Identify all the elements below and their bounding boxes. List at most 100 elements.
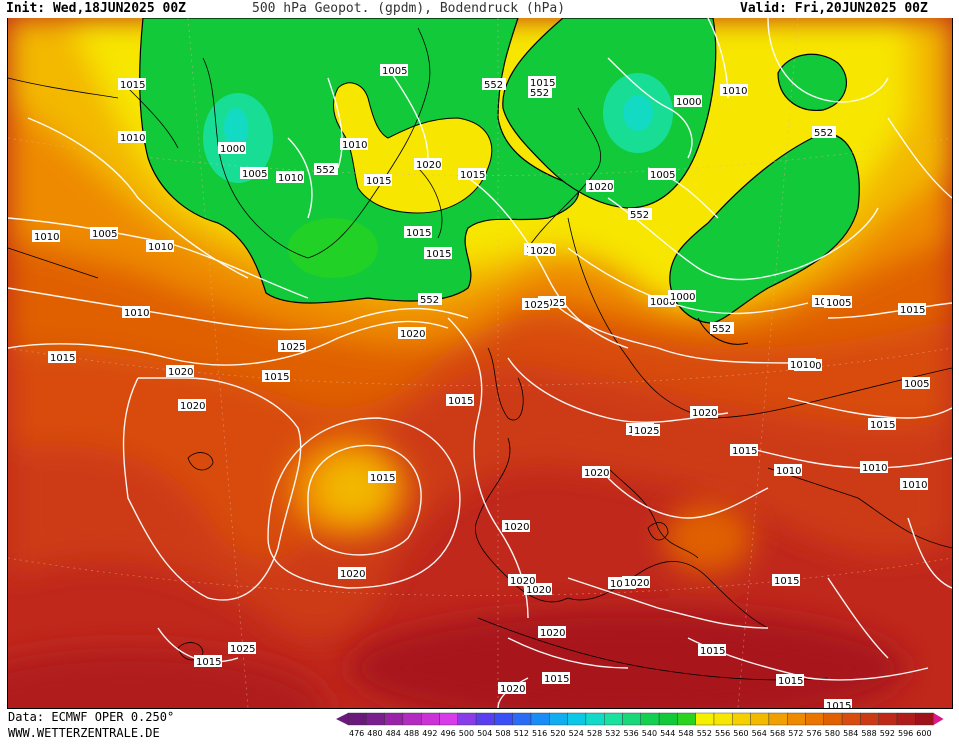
isobar-label: 1020 — [498, 682, 526, 695]
isobar-label: 1020 — [622, 576, 650, 589]
isobar-label-text: 1015 — [120, 80, 145, 91]
isobar-label-text: 1015 — [264, 372, 289, 383]
isobar-label: 1015 — [424, 247, 452, 260]
legend-swatch — [622, 712, 641, 726]
legend-swatch — [530, 712, 550, 726]
isobar-label-text: 1015 — [870, 420, 895, 431]
isobar-label-text: 1020 — [692, 408, 717, 419]
legend-tick-label: 596 — [898, 729, 913, 738]
isobar-label-text: 1000 — [670, 292, 695, 303]
legend-swatch — [512, 712, 532, 726]
isobar-label: 1020 — [690, 406, 718, 419]
isobar-label-text: 1015 — [826, 701, 851, 708]
isobar-label: 1020 — [582, 466, 610, 479]
legend-svg: 476 480 484 488 492 496 500 504 508 512 516 520 524 5… — [336, 712, 944, 738]
isobar-label: 1020 — [502, 520, 530, 533]
isobar-label-text: 1020 — [530, 246, 555, 257]
trough-regions — [139, 18, 860, 324]
legend-tick-label: 520 — [550, 729, 565, 738]
isobar-label: 1020 — [508, 574, 536, 587]
legend-tick-label: 600 — [916, 729, 931, 738]
isobar-label: 1015 — [698, 644, 726, 657]
isobar-label-text: 1015 — [544, 674, 569, 685]
isobar-label: 1005 — [240, 167, 268, 180]
legend-swatch — [677, 712, 696, 726]
isobar-label-text: 1005 — [242, 169, 267, 180]
geopotential-map-svg: 552 552 552 552 552 552 552 1005 1015 1010… — [8, 18, 952, 708]
isobar-label: 1010 — [860, 461, 888, 474]
russian-trough — [669, 132, 860, 324]
isobar-label: 1015 — [48, 351, 76, 364]
legend-tick-label: 492 — [422, 729, 437, 738]
isobar-label: 1015 — [730, 444, 758, 457]
legend-swatch — [768, 712, 788, 726]
isobar-label: 1020 — [586, 180, 614, 193]
isobar-label: 1005 — [380, 64, 408, 77]
isobar-label: 1010 — [900, 478, 928, 491]
isobar-label-text: 1020 — [400, 329, 425, 340]
white-sea-low — [777, 53, 847, 111]
isobar-label-text: 1010 — [342, 140, 367, 151]
isobar-label-text: 1015 — [370, 473, 395, 484]
isobar-label-text: 1005 — [382, 66, 407, 77]
isobar-labels: 1005 1015 1010 1015 1000 1005 1010 1010 1015 1020… — [32, 64, 930, 708]
legend-tick-label: 516 — [532, 729, 547, 738]
init-time: Init: Wed,18JUN2025 00Z — [6, 1, 187, 16]
isobar-label-text: 1020 — [180, 401, 205, 412]
isobar-label: 1020 — [528, 244, 556, 257]
isobar-label: 1020 — [338, 567, 366, 580]
isobar-label-text: 1015 — [196, 657, 221, 668]
legend-swatch — [823, 712, 843, 726]
legend-tick-label: 496 — [441, 729, 456, 738]
isobar-label-text: 1005 — [904, 379, 929, 390]
legend-swatch — [402, 712, 422, 726]
isobar-label: 1015 — [868, 418, 896, 431]
isobars — [8, 18, 952, 708]
isohypse-552 — [697, 317, 749, 345]
legend-swatch — [640, 712, 660, 726]
legend-tick-label: 540 — [642, 729, 657, 738]
isobar-label-text: 1015 — [732, 446, 757, 457]
legend-swatch — [384, 712, 404, 726]
legend-swatch — [475, 712, 495, 726]
isobar-label: 1010 — [774, 464, 802, 477]
legend-swatch — [860, 712, 879, 726]
legend-swatch — [366, 712, 385, 726]
legend-swatch — [915, 712, 934, 726]
isobar-label: 1025 — [228, 642, 256, 655]
isobar-label-text: 1010 — [124, 308, 149, 319]
isobar-label: 1010 — [340, 138, 368, 151]
legend-swatch — [841, 712, 861, 726]
map-header: Init: Wed,18JUN2025 00Z 500 hPa Geopot. … — [0, 0, 959, 18]
isobar-label-text: 1015 — [50, 353, 75, 364]
legend-tick-label: 588 — [861, 729, 876, 738]
isobar-label-text: 1015 — [900, 305, 925, 316]
isobar-label: 1015 — [368, 471, 396, 484]
isobar-label-text: 1025 — [524, 300, 549, 311]
legend-swatch — [732, 712, 751, 726]
isobar-label-text: 1020 — [526, 585, 551, 596]
isobar-label-text: 1020 — [504, 522, 529, 533]
isobar-label: 1015 — [458, 168, 486, 181]
isobar-label: 1020 — [538, 626, 566, 639]
legend-swatch — [604, 712, 623, 726]
legend-tick-label: 584 — [843, 729, 858, 738]
isobar-label-text: 1010 — [278, 173, 303, 184]
isobar-label: 1015 — [898, 303, 926, 316]
isobar-label: 1020 — [414, 158, 442, 171]
color-legend: 476 480 484 488 492 496 500 504 508 512 516 520 524 5… — [336, 711, 956, 741]
isobar-label: 1005 — [90, 227, 118, 240]
isobar-label: 1010 — [146, 240, 174, 253]
legend-swatch — [713, 712, 733, 726]
legend-arrow-left — [336, 713, 348, 725]
isobar-label: 1000 — [668, 290, 696, 303]
isobar-label: 1025 — [278, 340, 306, 353]
legend-tick-label: 500 — [459, 729, 474, 738]
legend-tick-label: 564 — [752, 729, 767, 738]
isohypse-label: 552 — [420, 295, 439, 306]
valid-time: Valid: Fri,20JUN2025 00Z — [740, 1, 928, 16]
isobar-label-text: 1015 — [366, 176, 391, 187]
isobar-label-text: 1000 — [650, 297, 675, 308]
legend-tick-label: 512 — [514, 729, 529, 738]
isohypse-label: 552 — [316, 165, 335, 176]
